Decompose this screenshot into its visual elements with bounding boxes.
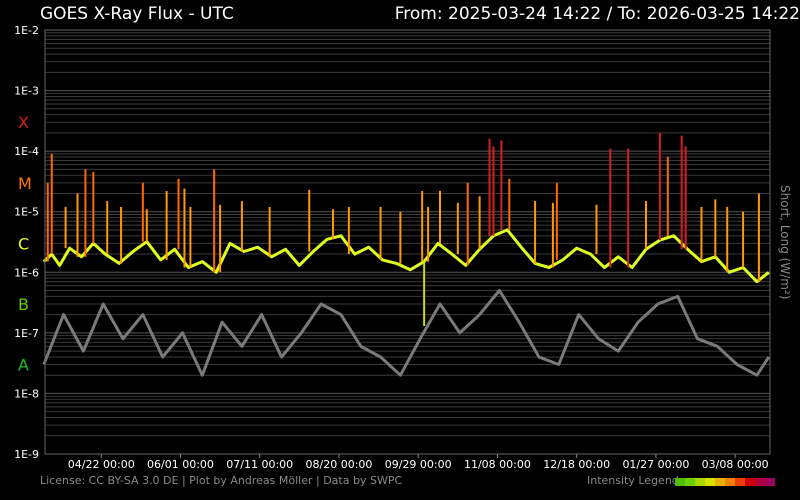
series-layer: [42, 228, 771, 377]
y-tick-label: 1E-7: [14, 327, 39, 340]
y-tick-label: 1E-6: [14, 266, 39, 279]
x-tick-label: 01/27 00:00: [622, 458, 689, 471]
legend-swatch: [735, 478, 745, 486]
legend-swatch: [705, 478, 715, 486]
class-label-x: X: [18, 113, 29, 132]
intensity-legend: [675, 478, 775, 486]
date-range: From: 2025-03-24 14:22 / To: 2026-03-25 …: [395, 4, 800, 24]
flare-class-labels: X M C B A: [18, 113, 32, 374]
y-axis-ticks: 1E-2 1E-3 1E-4 1E-5 1E-6 1E-7 1E-8 1E-9: [14, 24, 39, 461]
x-tick-label: 06/01 00:00: [147, 458, 214, 471]
units-label: Short, Long (W/m²): [778, 185, 792, 300]
legend-swatch: [745, 478, 755, 486]
class-label-b: B: [18, 295, 29, 314]
legend-swatch: [675, 478, 685, 486]
long-channel-line: [42, 228, 770, 284]
x-tick-label: 11/08 00:00: [464, 458, 531, 471]
x-axis-ticks: 04/22 00:00 06/01 00:00 07/11 00:00 08/20 0…: [68, 454, 769, 471]
class-label-a: A: [18, 356, 29, 375]
intensity-legend-label: Intensity Legend: [587, 474, 679, 487]
x-tick-label: 09/29 00:00: [385, 458, 452, 471]
y-tick-label: 1E-3: [14, 85, 39, 98]
y-tick-label: 1E-5: [14, 206, 39, 219]
x-tick-label: 12/18 00:00: [543, 458, 610, 471]
from-value: 2025-03-24 14:22: [448, 4, 602, 24]
y-tick-label: 1E-2: [14, 24, 39, 37]
x-tick-label: 03/08 00:00: [702, 458, 769, 471]
plot-frame: [44, 29, 771, 455]
legend-swatch: [765, 478, 775, 486]
legend-swatch: [685, 478, 695, 486]
legend-swatch: [715, 478, 725, 486]
x-tick-label: 04/22 00:00: [68, 458, 135, 471]
y-tick-label: 1E-8: [14, 387, 39, 400]
to-value: 2026-03-25 14:22: [646, 4, 800, 24]
range-separator: /: [606, 4, 613, 24]
legend-swatch: [755, 478, 765, 486]
y-tick-label: 1E-4: [14, 145, 39, 158]
short-channel-line: [42, 289, 771, 377]
legend-swatch: [725, 478, 735, 486]
class-label-c: C: [18, 234, 29, 253]
credits: License: CC BY-SA 3.0 DE | Plot by Andre…: [40, 474, 403, 487]
flare-layer: [46, 132, 760, 326]
class-label-m: M: [18, 174, 32, 193]
x-tick-label: 07/11 00:00: [226, 458, 293, 471]
chart-title: GOES X-Ray Flux - UTC: [40, 4, 234, 24]
legend-swatch: [695, 478, 705, 486]
y-tick-label: 1E-9: [14, 448, 39, 461]
to-label: To:: [617, 4, 642, 24]
from-label: From:: [394, 4, 443, 24]
grid-lines: [45, 32, 770, 455]
x-tick-label: 08/20 00:00: [306, 458, 373, 471]
